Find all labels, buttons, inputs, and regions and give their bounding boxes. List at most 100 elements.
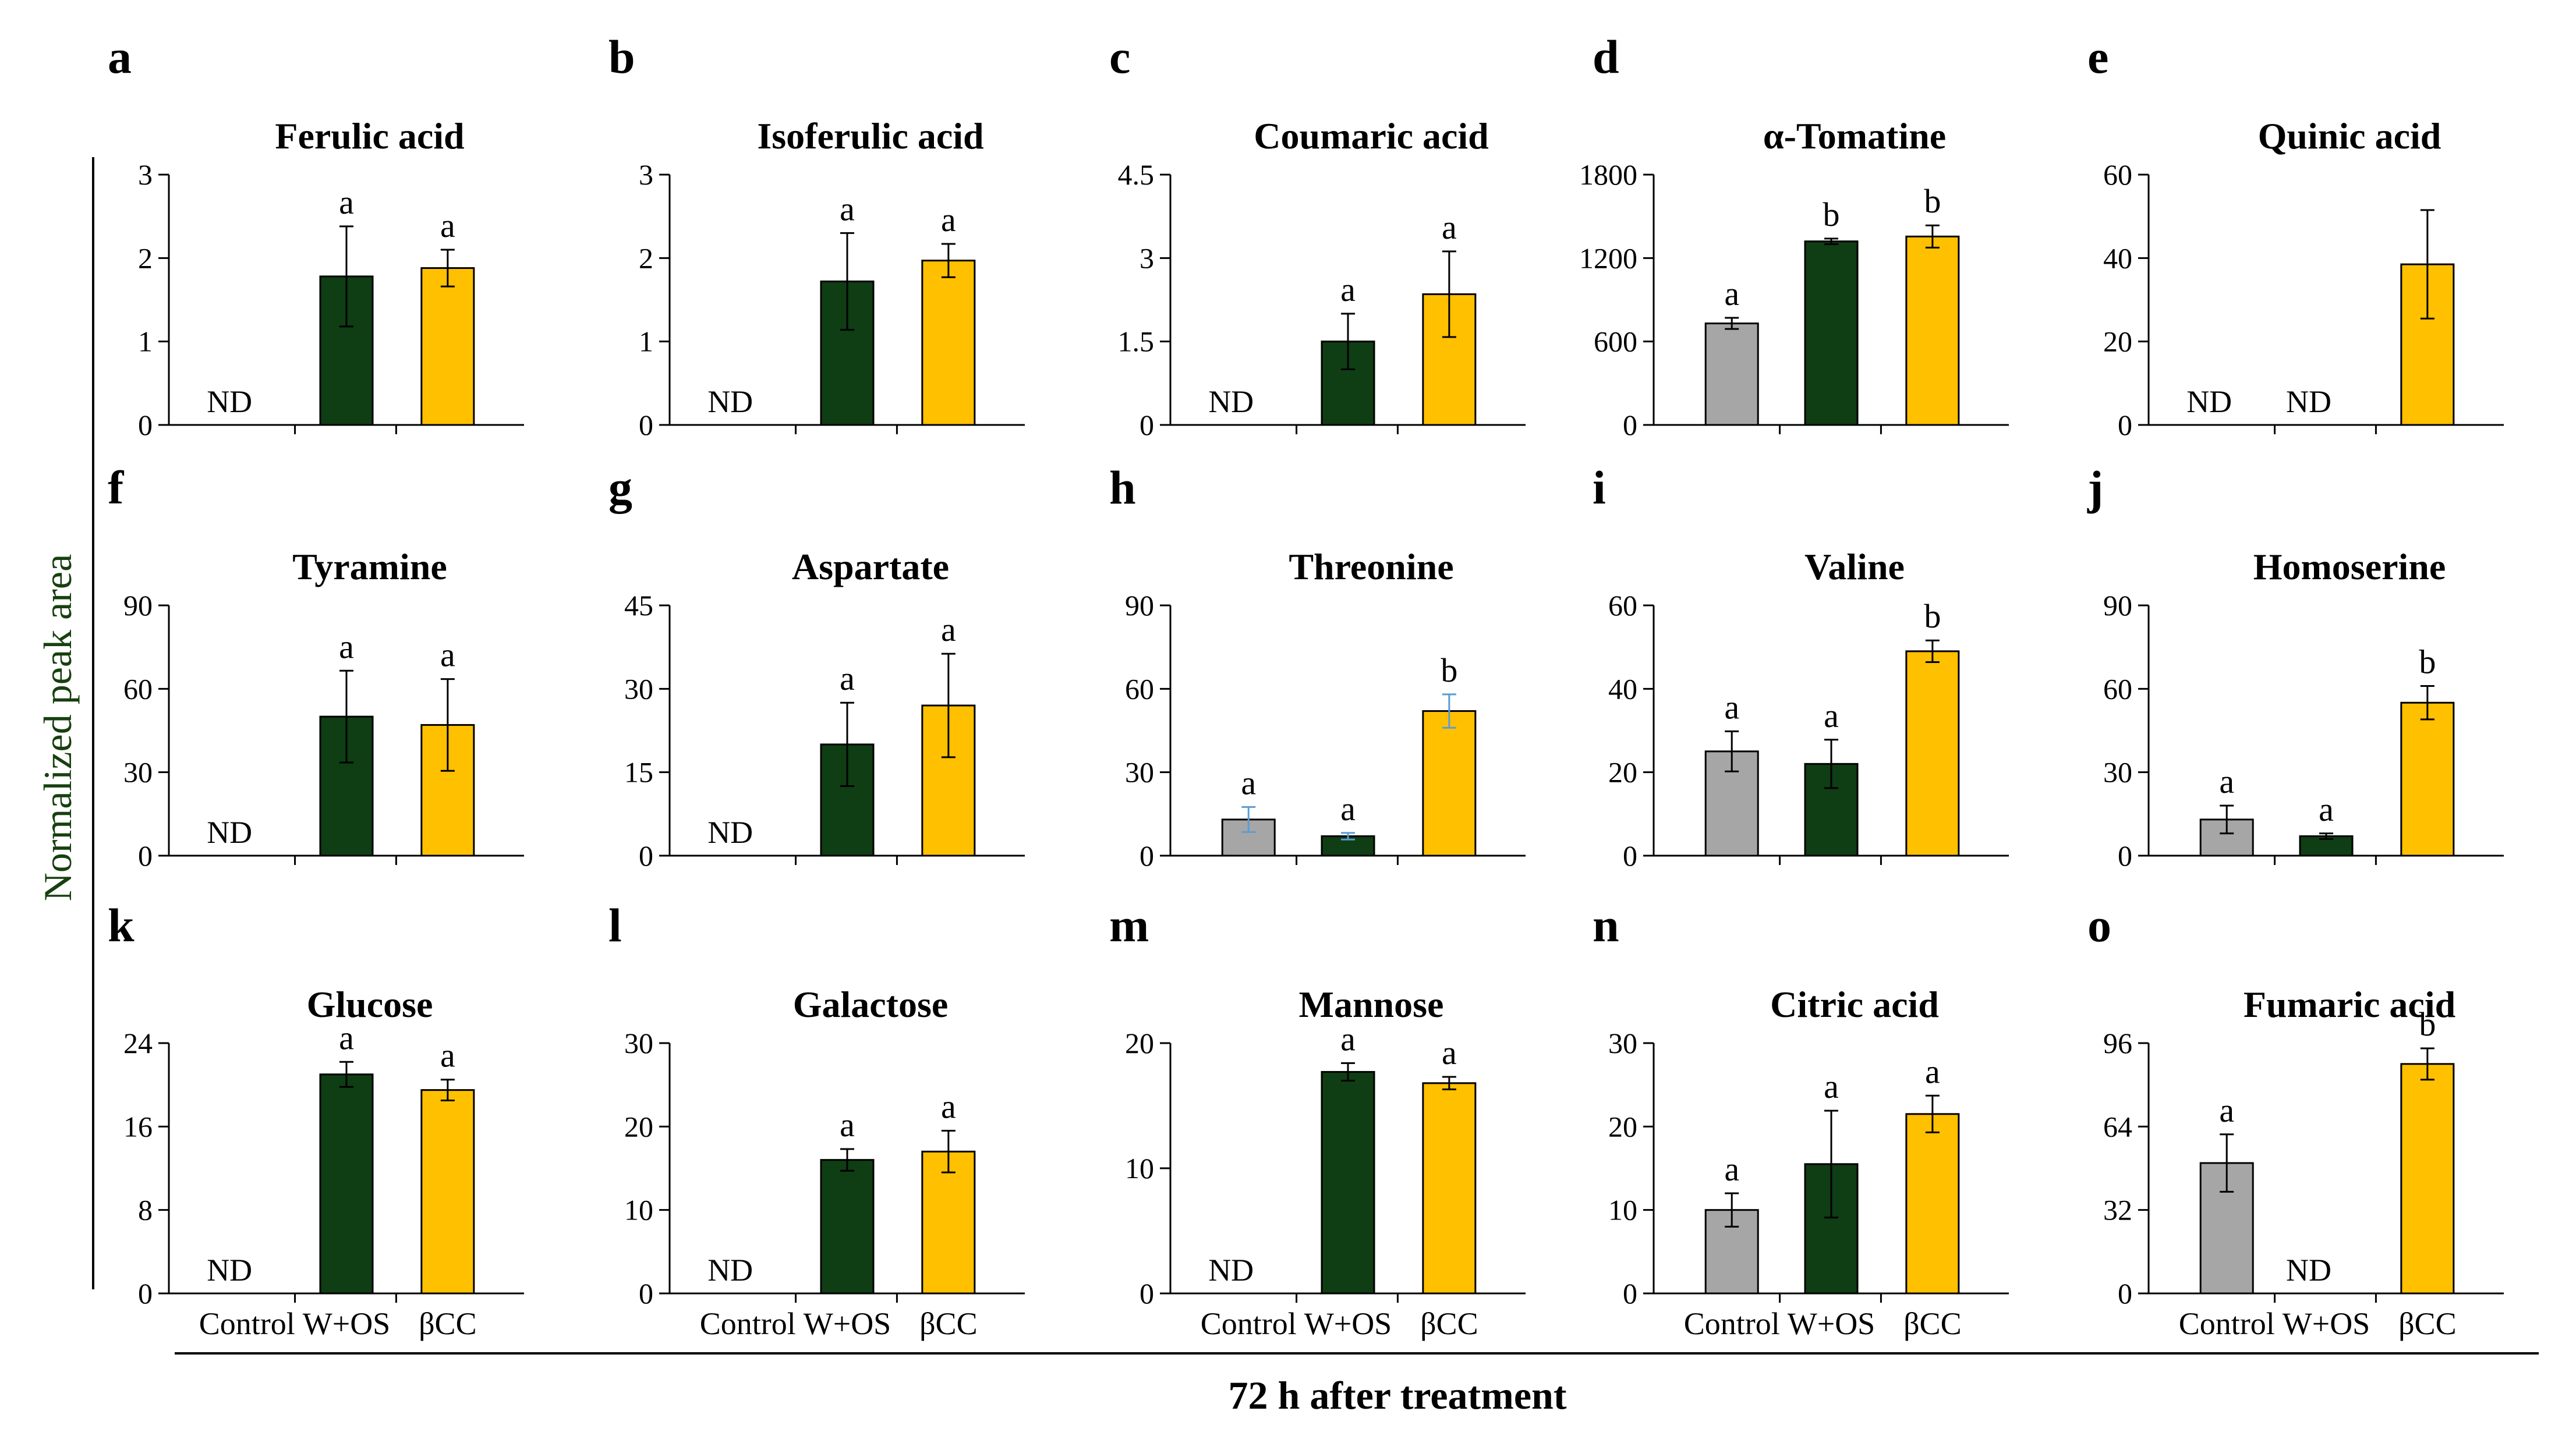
chart-panel-l: l Galactose 0 10 20 30 ND Control a W+OS a βCC: [608, 899, 1025, 1341]
y-tick-label: 30: [1125, 756, 1154, 789]
bar-l-1: [820, 1159, 875, 1295]
y-tick-label: 1200: [1579, 242, 1637, 274]
y-tick-label: 30: [123, 756, 153, 789]
chart-title: Aspartate: [792, 546, 949, 587]
chart-title: Homoserine: [2253, 546, 2446, 587]
bar-k-2: [420, 1089, 475, 1295]
y-tick-label: 0: [1140, 839, 1154, 872]
y-tick-label: 20: [1608, 756, 1637, 789]
panel-letter: f: [108, 461, 125, 514]
nd-label: ND: [1208, 1253, 1254, 1288]
nd-label: ND: [207, 815, 252, 850]
significance-label: a: [1925, 1052, 1940, 1090]
chart-title: Valine: [1804, 546, 1905, 587]
bar-i-2: [1905, 650, 1960, 857]
y-tick-label: 90: [1125, 589, 1154, 622]
chart-panel-j: j Homoserine 0 30 60 90 a a b: [2087, 461, 2504, 872]
y-tick-label: 3: [639, 158, 653, 191]
y-tick-label: 2: [639, 242, 653, 274]
bar-m-2: [1422, 1082, 1477, 1295]
bar-d-1: [1804, 240, 1859, 426]
y-tick-label: 0: [138, 1277, 153, 1310]
y-tick-label: 8: [138, 1194, 153, 1226]
panel-letter: e: [2087, 30, 2108, 83]
chart-panel-d: d α-Tomatine 0 600 1200 1800 a b b: [1579, 30, 2009, 441]
panel-letter: n: [1593, 899, 1619, 952]
category-label: W+OS: [804, 1306, 891, 1341]
y-tick-label: 40: [2103, 242, 2132, 274]
bar-n-2: [1905, 1113, 1960, 1295]
significance-label: a: [1724, 688, 1739, 726]
significance-label: a: [1824, 697, 1839, 735]
bar-k-1: [319, 1073, 374, 1295]
category-label: W+OS: [1304, 1306, 1392, 1341]
y-tick-label: 0: [1140, 409, 1154, 441]
significance-label: a: [440, 636, 455, 674]
y-tick-label: 20: [2103, 325, 2132, 358]
y-tick-label: 20: [624, 1110, 653, 1143]
significance-label: a: [941, 611, 956, 648]
chart-title: Glucose: [307, 984, 433, 1025]
bar-h-2: [1422, 710, 1477, 857]
category-label: W+OS: [1788, 1306, 1875, 1341]
significance-label: a: [339, 183, 354, 221]
y-tick-label: 2: [138, 242, 153, 274]
category-label: βCC: [919, 1306, 978, 1341]
significance-label: a: [440, 1037, 455, 1075]
significance-label: a: [1442, 208, 1457, 246]
y-tick-label: 1: [639, 325, 653, 358]
panel-letter: a: [108, 30, 132, 83]
chart-title: Coumaric acid: [1254, 115, 1489, 157]
chart-title: Quinic acid: [2258, 115, 2441, 157]
chart-panel-b: b Isoferulic acid 0 1 2 3 ND a a: [608, 30, 1025, 441]
y-tick-label: 0: [639, 409, 653, 441]
bar-l-2: [921, 1150, 976, 1295]
y-tick-label: 60: [1608, 589, 1637, 622]
panel-letter: c: [1109, 30, 1130, 83]
y-tick-label: 20: [1608, 1110, 1637, 1143]
chart-title: Galactose: [793, 984, 949, 1025]
nd-label: ND: [707, 384, 753, 419]
significance-label: a: [840, 660, 855, 697]
bar-j-2: [2400, 701, 2455, 857]
y-tick-label: 45: [624, 589, 653, 622]
bar-d-2: [1905, 235, 1960, 426]
significance-label: a: [1442, 1034, 1457, 1072]
y-tick-label: 30: [1608, 1027, 1637, 1059]
chart-panel-n: n Citric acid 0 10 20 30 a Control a W+OS a βCC: [1593, 899, 2009, 1341]
chart-panel-m: m Mannose 0 10 20 ND Control a W+OS a βCC: [1109, 899, 1526, 1341]
y-tick-label: 30: [624, 672, 653, 705]
nd-label: ND: [2286, 1253, 2331, 1288]
chart-panel-f: f Tyramine 0 30 60 90 ND a a: [108, 461, 524, 872]
bar-d-0: [1704, 322, 1759, 426]
chart-title: Citric acid: [1770, 984, 1939, 1025]
chart-panel-a: a Ferulic acid 0 1 2 3 ND a a: [108, 30, 524, 441]
chart-panel-e: e Quinic acid 0 20 40 60 ND ND: [2087, 30, 2504, 441]
chart-title: Threonine: [1289, 546, 1453, 587]
nd-label: ND: [2186, 384, 2232, 419]
category-label: Control: [2179, 1306, 2275, 1341]
y-tick-label: 0: [1623, 1277, 1637, 1310]
significance-label: a: [840, 1106, 855, 1144]
panel-letter: j: [2087, 461, 2103, 514]
significance-label: a: [1724, 1150, 1739, 1188]
y-tick-label: 0: [639, 839, 653, 872]
y-tick-label: 3: [1140, 242, 1154, 274]
nd-label: ND: [2286, 384, 2331, 419]
chart-panel-i: i Valine 0 20 40 60 a a b: [1593, 461, 2009, 872]
y-tick-label: 0: [2118, 409, 2132, 441]
significance-label: a: [941, 1088, 956, 1126]
chart-panel-h: h Threonine 0 30 60 90 a a b: [1109, 461, 1526, 872]
chart-title: Isoferulic acid: [757, 115, 983, 157]
y-tick-label: 20: [1125, 1027, 1154, 1059]
y-tick-label: 60: [123, 672, 153, 705]
category-label: Control: [1201, 1306, 1297, 1341]
significance-label: a: [1340, 1020, 1356, 1058]
significance-label: b: [1924, 182, 1941, 220]
category-label: βCC: [2398, 1306, 2457, 1341]
chart-panel-c: c Coumaric acid 0 1.5 3 4.5 ND a a: [1109, 30, 1526, 441]
bar-m-1: [1321, 1070, 1375, 1295]
y-tick-label: 10: [1608, 1194, 1637, 1226]
